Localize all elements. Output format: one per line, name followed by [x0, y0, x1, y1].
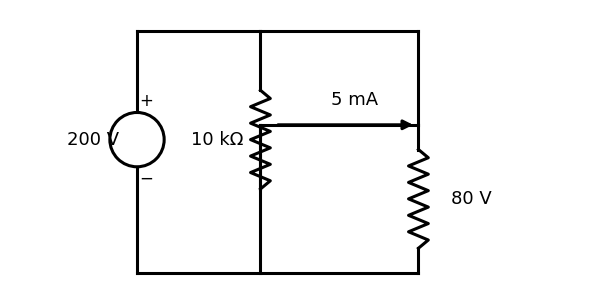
Text: +: + [139, 92, 153, 110]
Text: −: − [139, 169, 153, 187]
Text: 5 mA: 5 mA [330, 91, 378, 109]
Text: 200 V: 200 V [67, 131, 119, 149]
Text: 10 kΩ: 10 kΩ [191, 131, 243, 149]
Text: 80 V: 80 V [451, 190, 491, 208]
